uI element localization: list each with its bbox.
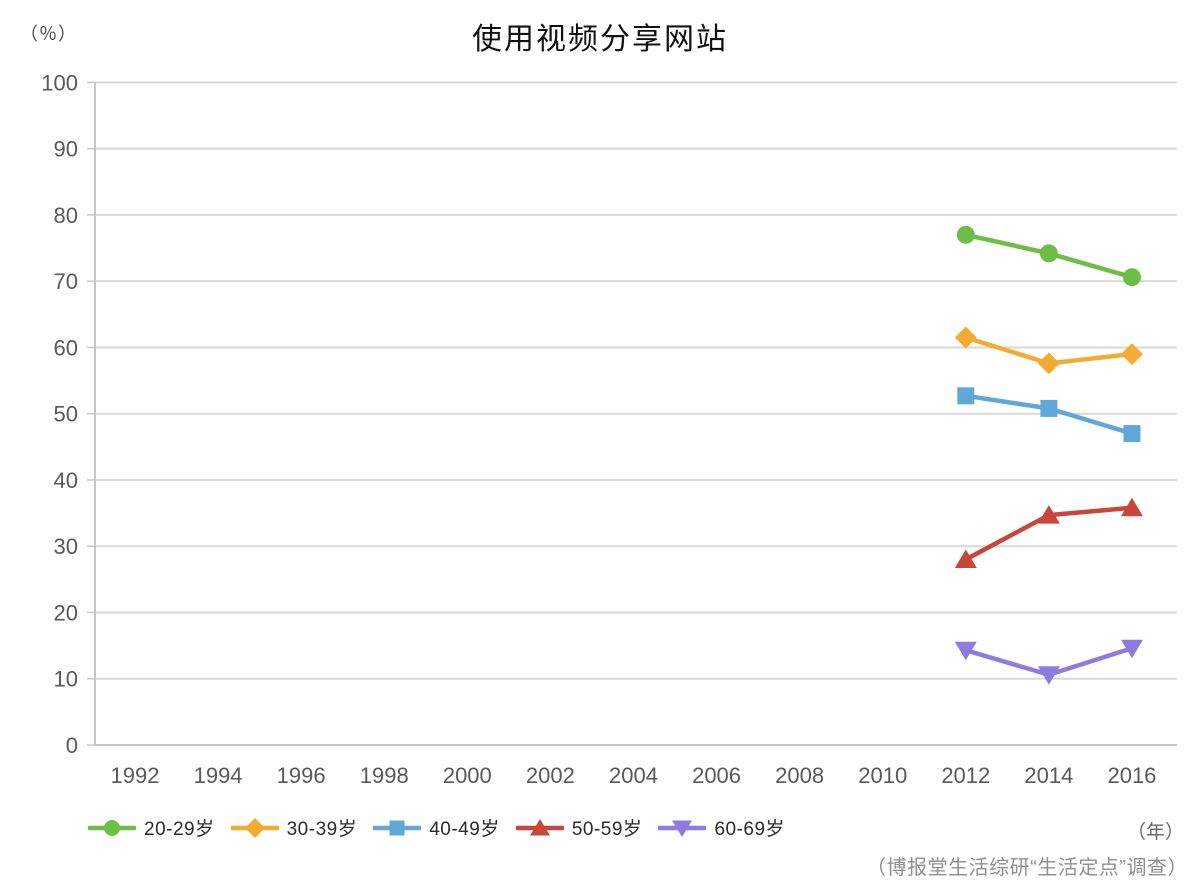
y-axis-label: 0 [66,733,78,758]
square-marker-icon [389,820,405,835]
triangle-up-marker-icon [529,818,550,835]
series-0 [956,225,1141,287]
x-axis-label: 2014 [1024,763,1073,788]
triangle-down-marker-icon [1120,639,1143,659]
diamond-marker-icon [1037,352,1060,375]
source-note: （博报堂生活综研“生活定点”调查） [866,857,1188,879]
line-chart-svg: 0 10 20 30 40 50 60 70 80 90 100 1992 1994 1996 1998 20… [41,70,1177,788]
x-axis-label: 2000 [443,763,492,788]
legend-item-3: 50-59岁 [515,814,643,841]
series-1 [954,326,1143,375]
square-marker-icon [957,387,975,405]
square-marker-icon [1040,399,1058,417]
y-axis-label: 20 [54,600,78,625]
x-axis-unit-label: （年） [1126,822,1184,843]
legend-triangle-down-icon [658,820,707,837]
x-axis-label: 1998 [360,763,409,788]
legend-item-4: 60-69岁 [658,814,785,841]
x-axis-label: 1996 [277,763,326,788]
series-3 [954,497,1143,568]
y-axis-unit-label: （％） [20,24,77,44]
legend-triangle-up-icon [515,818,564,835]
legend-item-2: 40-49岁 [373,814,500,841]
x-axis-label: 1994 [194,763,243,788]
circle-marker-icon [1122,268,1141,287]
circle-marker-icon [104,819,120,836]
x-axis-label: 2004 [609,763,658,788]
y-axis-label: 40 [54,468,78,493]
circle-marker-icon [956,225,975,244]
diamond-marker-icon [244,817,265,838]
legend-diamond-icon [230,817,279,838]
triangle-down-marker-icon [954,641,977,661]
x-axis-label: 2002 [526,763,575,788]
legend-label: 60-69岁 [714,819,786,840]
y-axis-label: 80 [54,203,78,228]
legend-item-1: 30-39岁 [230,814,358,841]
x-axis-label: 2010 [858,763,907,788]
triangle-up-marker-icon [954,549,977,568]
triangle-down-marker-icon [672,820,693,837]
chart-title: 使用视频分享网站 [472,23,728,56]
x-axis-label: 1992 [111,763,160,788]
plot-area: 0 10 20 30 40 50 60 70 80 90 100 1992 1994 1996 1998 20… [41,70,1177,788]
y-axis-label: 90 [54,137,78,162]
legend-label: 40-49岁 [429,819,500,840]
y-axis-label: 50 [54,402,78,427]
series-2 [957,387,1141,443]
x-axis-label: 2008 [775,763,824,788]
circle-marker-icon [1039,244,1058,263]
y-axis-label: 10 [54,667,78,692]
triangle-up-marker-icon [1037,505,1060,524]
square-marker-icon [1123,425,1141,443]
y-axis-label: 70 [54,269,78,294]
triangle-up-marker-icon [1120,497,1143,517]
y-axis-label: 30 [54,534,78,559]
diamond-marker-icon [954,326,977,349]
series-4 [954,639,1143,685]
legend-label: 50-59岁 [571,819,643,840]
triangle-down-marker-icon [1037,666,1060,685]
legend-label: 30-39岁 [286,819,358,840]
legend-item-0: 20-29岁 [88,814,215,841]
y-axis-label: 100 [41,70,78,95]
legend-square-icon [373,820,422,835]
x-axis-label: 2006 [692,763,741,788]
legend-label: 20-29岁 [144,819,215,840]
legend-circle-icon [88,819,136,836]
x-axis-label: 2012 [941,763,990,788]
diamond-marker-icon [1120,343,1143,366]
x-axis-label: 2016 [1107,763,1156,788]
y-axis-label: 60 [54,335,78,360]
legend: 20-29岁 30-39岁 40-49岁 50-59岁 60-69岁 [88,814,1200,841]
